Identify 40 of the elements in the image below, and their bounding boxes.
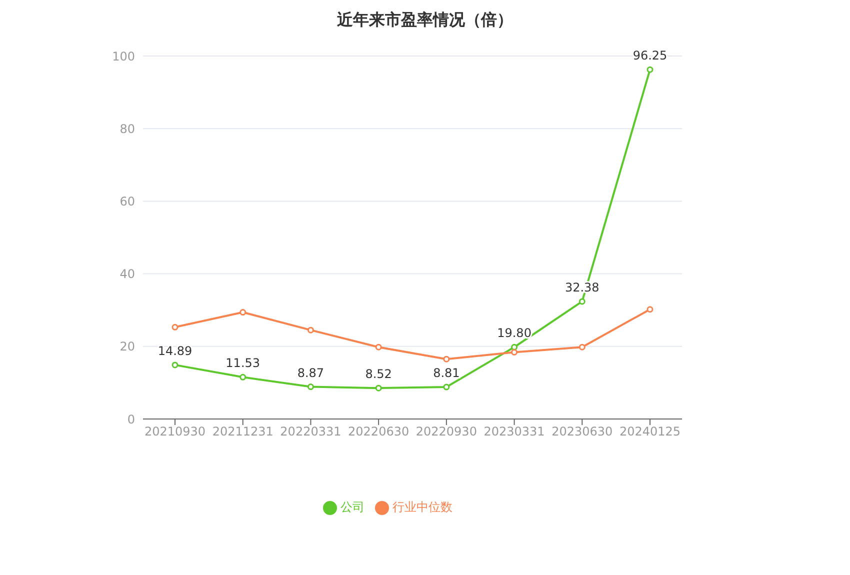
point — [443, 356, 450, 362]
point — [443, 384, 450, 390]
x-tick-label: 20220930 — [416, 424, 477, 439]
data-label: 8.87 — [297, 366, 324, 380]
point — [646, 306, 654, 313]
data-label: 14.89 — [158, 344, 192, 358]
x-tick-label: 20230331 — [484, 424, 545, 439]
y-tick-label: 20 — [120, 340, 135, 354]
point — [240, 309, 246, 316]
point — [578, 298, 586, 305]
y-tick-label: 80 — [120, 122, 135, 136]
y-tick-label: 0 — [127, 412, 135, 426]
data-label: 11.53 — [226, 356, 260, 370]
point — [578, 344, 586, 350]
x-tick-label: 20220630 — [348, 424, 410, 439]
y-tick-label: 60 — [120, 194, 135, 208]
y-tick-label: 40 — [120, 267, 135, 282]
point — [511, 344, 518, 350]
y-tick-label: 100 — [112, 49, 135, 64]
x-tick-label: 20230630 — [552, 424, 613, 439]
data-label: 8.81 — [433, 366, 460, 380]
point — [307, 326, 314, 334]
legend-label: 行业中位数 — [392, 500, 452, 514]
point — [511, 348, 518, 356]
point — [172, 362, 178, 368]
point — [375, 344, 382, 350]
x-tick-label: 20210930 — [144, 424, 206, 439]
data-label: 8.52 — [365, 367, 392, 382]
point — [646, 66, 654, 73]
legend-label: 公司 — [340, 500, 364, 514]
x-tick-label: 20211231 — [212, 424, 274, 439]
point — [307, 384, 314, 390]
point — [240, 374, 246, 380]
x-tick-label: 20240125 — [619, 424, 681, 439]
chart-title: 近年来市盈率情况（倍） — [336, 9, 514, 31]
data-label: 96.25 — [632, 48, 668, 63]
x-tick-label: 20220331 — [280, 424, 342, 439]
point — [172, 324, 178, 330]
data-label: 19.80 — [497, 326, 532, 340]
point — [375, 384, 382, 392]
